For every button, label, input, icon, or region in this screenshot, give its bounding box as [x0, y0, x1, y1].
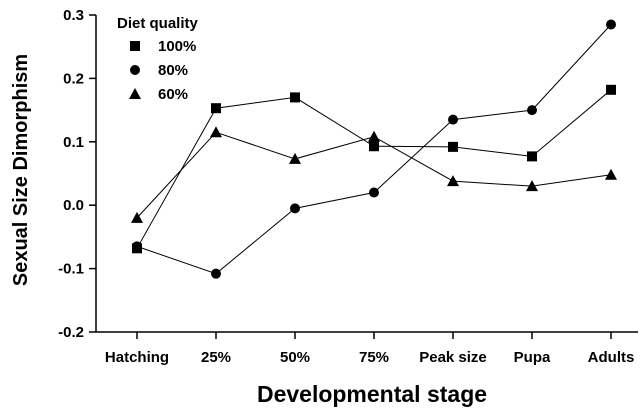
legend-marker — [130, 65, 140, 75]
data-point — [526, 180, 538, 192]
data-point — [290, 92, 300, 103]
series-line — [136, 89, 612, 249]
x-tick-label: Adults — [588, 349, 635, 366]
series-circle — [132, 19, 616, 279]
series-layer — [131, 19, 617, 279]
data-point — [369, 187, 379, 198]
y-tick-label: 0.0 — [63, 197, 84, 214]
y-tick-label: 0.2 — [63, 70, 84, 87]
data-point — [211, 268, 221, 279]
y-tick-label: -0.1 — [58, 261, 84, 278]
data-point — [448, 141, 458, 152]
data-point — [527, 105, 537, 116]
data-point — [211, 103, 221, 114]
data-point — [368, 130, 380, 142]
data-point — [210, 126, 222, 138]
legend-label: 100% — [158, 38, 196, 55]
y-tick-label: -0.2 — [58, 324, 84, 341]
x-tick-label: Peak size — [419, 349, 487, 366]
data-point — [131, 211, 143, 223]
data-point — [289, 152, 301, 164]
legend-marker — [130, 41, 140, 51]
series-square — [132, 84, 616, 254]
data-point — [606, 84, 616, 95]
legend-label: 80% — [158, 62, 188, 79]
data-point — [369, 141, 379, 152]
legend: Diet quality 100% 80% 60% — [117, 15, 199, 103]
x-ticks: Hatching 25% 50% 75% Peak size Pupa Adults — [105, 332, 634, 366]
y-ticks: -0.2 -0.1 0.0 0.1 0.2 0.3 — [58, 7, 96, 341]
data-point — [447, 175, 459, 187]
data-point — [527, 151, 537, 162]
series-triangle — [131, 126, 617, 223]
x-tick-label: Pupa — [514, 349, 551, 366]
y-axis-title: Sexual Size Dimorphism — [10, 54, 32, 286]
x-tick-label: 50% — [280, 349, 310, 366]
y-tick-label: 0.1 — [63, 134, 84, 151]
legend-label: 60% — [158, 86, 188, 103]
axes — [95, 15, 638, 333]
data-point — [132, 241, 142, 252]
data-point — [448, 114, 458, 125]
legend-marker — [129, 88, 141, 99]
data-point — [606, 19, 616, 30]
data-point — [290, 203, 300, 214]
x-tick-label: Hatching — [105, 349, 169, 366]
y-tick-label: 0.3 — [63, 7, 84, 24]
x-axis-title: Developmental stage — [257, 381, 487, 407]
x-tick-label: 25% — [201, 349, 231, 366]
legend-title: Diet quality — [117, 15, 199, 32]
x-tick-label: 75% — [359, 349, 389, 366]
data-point — [605, 168, 617, 180]
